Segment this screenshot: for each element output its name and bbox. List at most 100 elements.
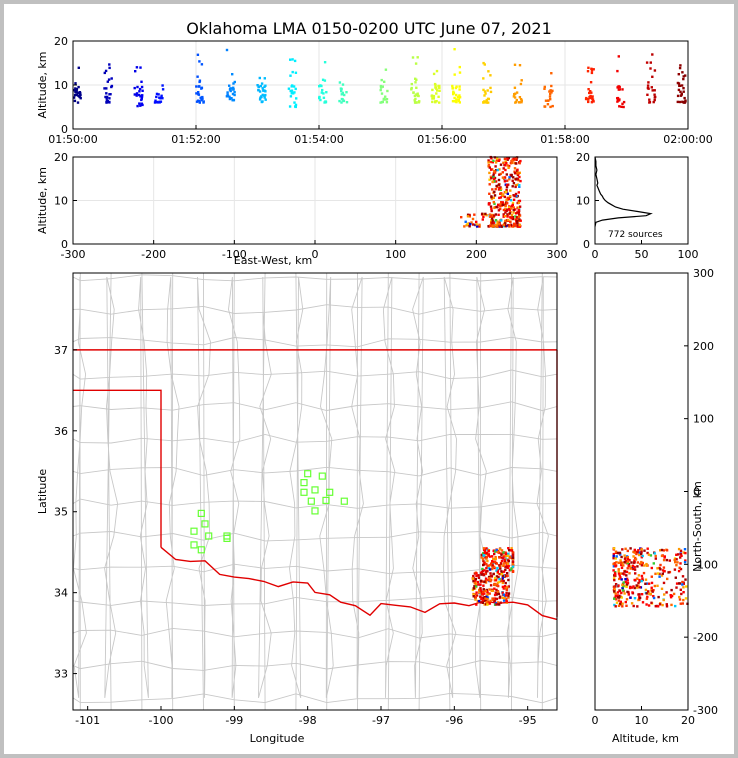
altitude-ns-point (640, 579, 643, 583)
plan-view-point (508, 549, 511, 552)
altitude-ns-point (673, 558, 676, 562)
altitude-ns-point (679, 567, 683, 571)
time-height-point (587, 88, 590, 91)
time-height-point (483, 90, 487, 93)
plan-view-point (479, 583, 482, 586)
time-height-point (416, 92, 419, 95)
plan-view-point (500, 559, 504, 563)
time-height-point (543, 105, 546, 108)
altitude-ns-point (666, 577, 669, 581)
time-height-point (340, 93, 343, 96)
time-height-point (590, 91, 593, 94)
ew-altitude-point (493, 171, 497, 174)
time-height-point (231, 92, 235, 96)
plan-view-point (500, 570, 503, 573)
time-height-point (679, 90, 682, 93)
time-height-point (543, 87, 546, 90)
ew-altitude-point (500, 201, 503, 204)
county-line (72, 627, 558, 639)
plan-view-point (510, 547, 513, 550)
time-height-point (103, 87, 106, 90)
time-height-point (73, 99, 77, 103)
plan-view-point (479, 589, 483, 592)
ew-altitude-point (497, 222, 501, 226)
altitude-ns-point (625, 598, 629, 601)
altitude-ns-point (647, 553, 651, 556)
ew-tick-label: 0 (312, 248, 319, 261)
time-height-point (341, 98, 344, 101)
time-height-point (549, 92, 552, 96)
altitude-ns-point (620, 578, 623, 581)
ew-altitude-point (503, 157, 507, 161)
altitude-ns-point (618, 577, 621, 581)
altitude-ns-point (669, 594, 672, 597)
time-height-point (104, 69, 108, 73)
plan-view-point (483, 550, 487, 553)
altitude-ns-point (622, 564, 625, 567)
time-tick-label: 01:54:00 (294, 133, 343, 146)
plan-view-point (485, 577, 488, 580)
altitude-ns-point (665, 558, 669, 562)
time-height-point (73, 88, 76, 92)
time-height-point (438, 101, 441, 104)
time-height-point (434, 100, 437, 103)
altitude-ns-point (629, 567, 633, 570)
time-height-point (379, 88, 382, 92)
altitude-ns-point (614, 565, 617, 568)
plan-view-point (494, 601, 498, 605)
time-height-point (340, 89, 343, 93)
time-height-point (258, 90, 262, 93)
altitude-ns-point (678, 598, 682, 601)
ew-altitude-point (517, 209, 520, 212)
time-height-point (485, 100, 488, 103)
time-height-point (345, 91, 348, 94)
ew-altitude-point (497, 209, 501, 212)
altitude-ns-point (632, 567, 635, 571)
altitude-ns-point (624, 580, 627, 584)
time-height-point (263, 96, 266, 99)
plan-view-point (490, 562, 493, 565)
altitude-ns-point (650, 575, 653, 578)
ew-altitude-point (511, 201, 515, 205)
time-height-point (139, 95, 142, 98)
plan-view-point (510, 549, 513, 552)
altitude-ns-point (622, 581, 625, 584)
time-height-point (258, 98, 262, 101)
time-height-point (289, 89, 292, 93)
time-height-point (74, 82, 77, 85)
plan-view-point (480, 597, 483, 601)
altitude-ns-point (626, 558, 630, 561)
ew-altitude-point (493, 202, 496, 205)
time-height-point (547, 99, 550, 102)
altitude-ns-point (654, 572, 657, 575)
altitude-ns-point (638, 580, 641, 583)
ew-altitude-point (510, 223, 513, 226)
county-line (72, 401, 558, 412)
time-height-point (384, 95, 387, 98)
plan-view-point (510, 568, 513, 572)
altitude-ns-point (682, 591, 685, 594)
plan-view-point (483, 569, 486, 572)
plan-view-point (498, 556, 501, 559)
plan-view-point (498, 603, 501, 606)
ew-altitude-point (498, 224, 502, 227)
altitude-ns-point (625, 583, 629, 587)
plan-view-point (504, 554, 508, 558)
time-height-point (432, 94, 436, 98)
plan-view-frame (72, 272, 558, 711)
ew-altitude-point (514, 208, 517, 211)
altitude-ns-point (652, 595, 655, 598)
time-height-point (108, 100, 111, 104)
lma-station-marker (340, 497, 348, 505)
time-height-point (453, 73, 456, 76)
plan-view-point (498, 578, 501, 581)
plan-view-point (502, 556, 505, 559)
altitude-ns-point (677, 569, 681, 573)
altitude-ns-point (641, 561, 644, 565)
county-line (165, 272, 180, 711)
time-height-point (160, 94, 163, 97)
time-height-point (435, 92, 438, 95)
plan-view-point (502, 551, 505, 554)
ew-altitude-point (502, 193, 505, 196)
ew-altitude-point (490, 168, 493, 171)
